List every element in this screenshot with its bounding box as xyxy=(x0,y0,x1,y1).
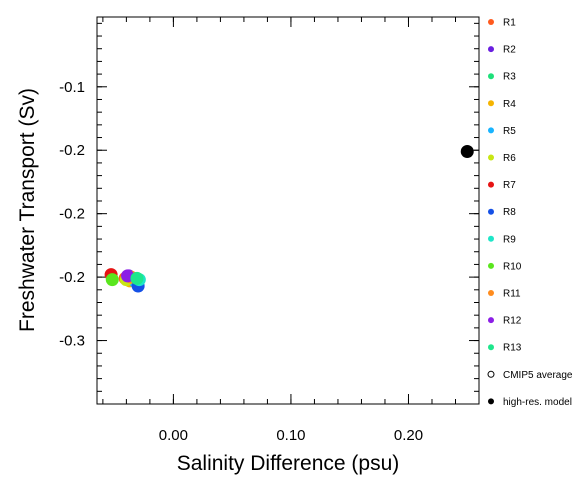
legend-label-r7: R7 xyxy=(503,180,516,191)
legend-label-r5: R5 xyxy=(503,126,516,137)
legend-label-r3: R3 xyxy=(503,72,516,83)
axis-tick-labels: 0.00 0.10 0.20 -0.1 -0.2 -0.2 -0.2 -0.3 xyxy=(59,79,423,444)
legend-label-high-res-model: high-res. model xyxy=(503,397,572,408)
legend-label-r13: R13 xyxy=(503,343,522,354)
legend-label-r1: R1 xyxy=(503,18,516,29)
legend: R1 R2 R3 R4 R5 R6 R7 R8 R9 R10 R11 R12 R13 CMIP5 aver… xyxy=(487,18,573,408)
legend-marker-r7 xyxy=(488,181,494,188)
x-tick-label: 0.20 xyxy=(394,427,423,444)
legend-marker-r13 xyxy=(488,344,494,351)
y-tick-label: -0.3 xyxy=(59,333,85,350)
legend-marker-r6 xyxy=(488,154,494,161)
legend-label-r4: R4 xyxy=(503,99,516,110)
legend-marker-r8 xyxy=(488,208,494,215)
legend-marker-r12 xyxy=(488,317,494,324)
y-tick-label: -0.2 xyxy=(59,206,85,223)
plot-frame xyxy=(96,16,480,405)
y-tick-label: -0.2 xyxy=(59,269,85,286)
legend-marker-r1 xyxy=(488,19,494,25)
legend-label-r8: R8 xyxy=(503,207,516,218)
legend-marker-r2 xyxy=(488,46,494,53)
x-tick-label: 0.10 xyxy=(276,427,305,444)
y-tick-label: -0.2 xyxy=(59,142,85,159)
y-axis-title: Freshwater Transport (Sv) xyxy=(16,88,39,332)
axis-ticks xyxy=(97,17,480,404)
legend-marker-cmip5-average xyxy=(487,370,495,378)
legend-marker-r3 xyxy=(488,73,494,80)
data-point-r10 xyxy=(105,273,119,287)
legend-marker-r4 xyxy=(488,100,494,107)
y-tick-label: -0.1 xyxy=(59,79,85,96)
legend-marker-high-res-model xyxy=(488,398,494,405)
legend-label-r2: R2 xyxy=(503,45,516,56)
legend-label-r10: R10 xyxy=(503,261,522,272)
legend-marker-r11 xyxy=(488,290,494,296)
legend-marker-r5 xyxy=(488,127,494,134)
x-axis-title: Salinity Difference (psu) xyxy=(177,452,400,475)
legend-label-r9: R9 xyxy=(503,234,516,245)
legend-label-r12: R12 xyxy=(503,316,522,327)
legend-label-r11: R11 xyxy=(503,289,521,300)
data-points xyxy=(104,144,474,293)
legend-marker-r10 xyxy=(488,262,494,269)
legend-marker-r9 xyxy=(488,235,494,242)
data-point-r13 xyxy=(130,271,144,285)
data-point-high-res-model xyxy=(460,144,474,158)
x-tick-label: 0.00 xyxy=(159,427,188,444)
legend-label-r6: R6 xyxy=(503,153,516,164)
legend-label-cmip5-average: CMIP5 average xyxy=(503,370,573,381)
